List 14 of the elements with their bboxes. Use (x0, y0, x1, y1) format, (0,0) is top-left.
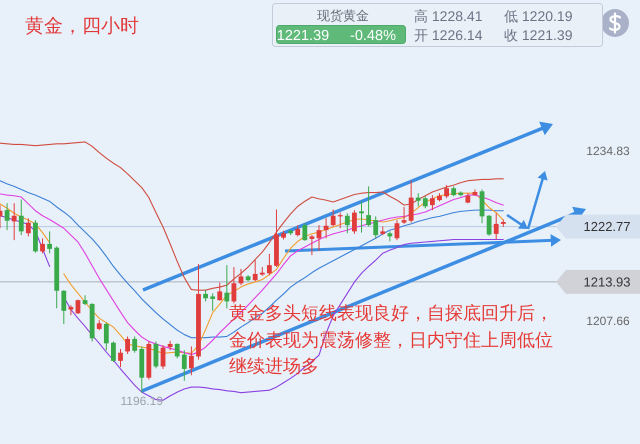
ref-line-label: 1213.93 (584, 274, 630, 290)
annotation: 1196.19 (120, 394, 164, 408)
text: 黄金，四小时 (25, 16, 139, 37)
annotation: -0.48% (350, 28, 396, 44)
line-series (0, 141, 504, 291)
text: 现货黄金 (317, 8, 369, 23)
annotation: 收 1221.39 (504, 27, 573, 43)
annotation: 低 1220.19 (504, 8, 573, 24)
y-tick-label: 1207.66 (586, 314, 630, 328)
annotation: 开 1226.14 (414, 27, 483, 43)
ref-line-label: 1222.77 (584, 219, 630, 234)
annotation: 1221.39 (276, 28, 330, 44)
y-tick-label: 1234.83 (586, 144, 630, 158)
annotation: 高 1228.41 (414, 8, 483, 24)
